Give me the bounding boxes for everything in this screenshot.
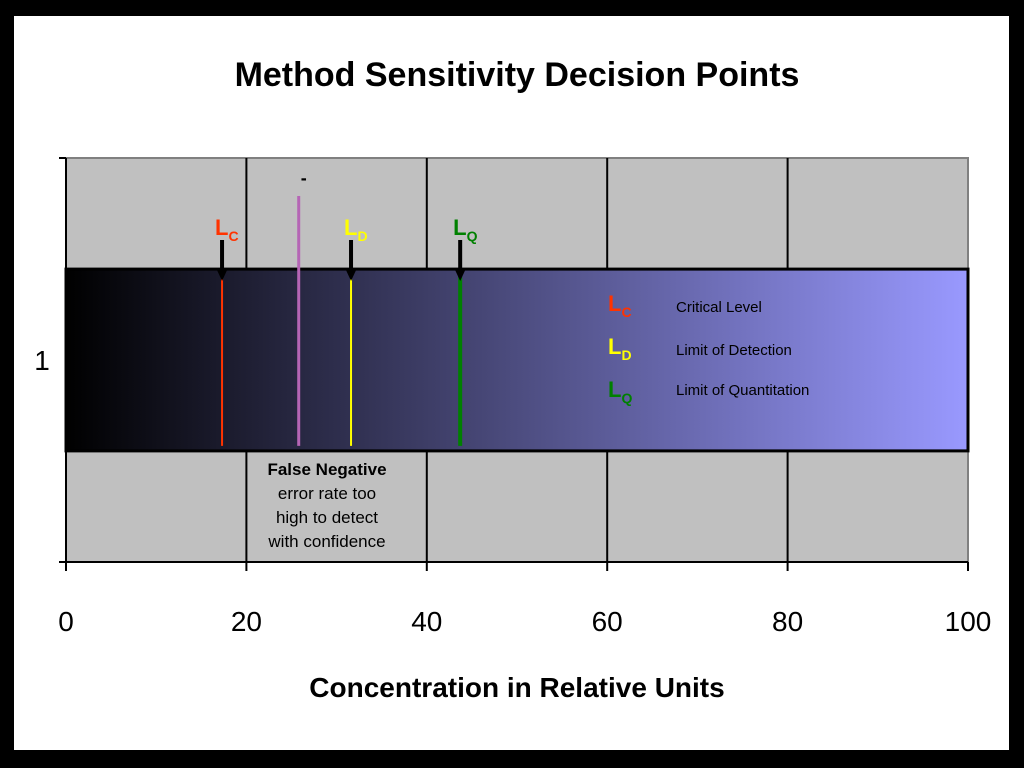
x-tick-label: 60 (592, 606, 623, 637)
y-tick-labels: 1 (34, 345, 50, 376)
x-tick-label: 0 (58, 606, 74, 637)
marker-arrow-head (216, 268, 229, 281)
legend-description: Limit of Detection (676, 342, 792, 359)
false-negative-title: False Negative (267, 460, 386, 479)
axes (59, 157, 969, 571)
legend-item-Q: LQ Limit of Quantitation (608, 377, 809, 406)
x-axis-title: Concentration in Relative Units (309, 672, 724, 703)
x-tick-label: 80 (772, 606, 803, 637)
legend-symbol-sub: C (621, 304, 631, 320)
marker-arrow-head (454, 268, 467, 281)
marker-label-sub: C (228, 228, 238, 244)
range-band (64, 267, 970, 453)
x-tick-label: 100 (945, 606, 992, 637)
false-negative-line-1: error rate too (278, 484, 376, 503)
false-negative-line-3: with confidence (267, 532, 385, 551)
legend-description: Critical Level (676, 299, 762, 316)
y-tick-label: 1 (34, 345, 50, 376)
x-tick-label: 40 (411, 606, 442, 637)
false-negative-line-2: high to detect (276, 508, 378, 527)
legend-description: Limit of Quantitation (676, 382, 809, 399)
marker-label-sub: D (357, 228, 367, 244)
extra-line-label: - (301, 168, 307, 188)
chart-title: Method Sensitivity Decision Points (235, 56, 800, 94)
false-negative-note: False Negative error rate too high to de… (267, 460, 386, 551)
marker-arrow-head (345, 268, 358, 281)
legend-symbol-sub: Q (621, 390, 632, 406)
band-lines: - (221, 168, 463, 446)
legend-symbol-sub: D (621, 347, 631, 363)
x-tick-labels: 0 20 40 60 80 100 (58, 606, 991, 637)
marker-label-sub: Q (467, 228, 478, 244)
x-tick-label: 20 (231, 606, 262, 637)
